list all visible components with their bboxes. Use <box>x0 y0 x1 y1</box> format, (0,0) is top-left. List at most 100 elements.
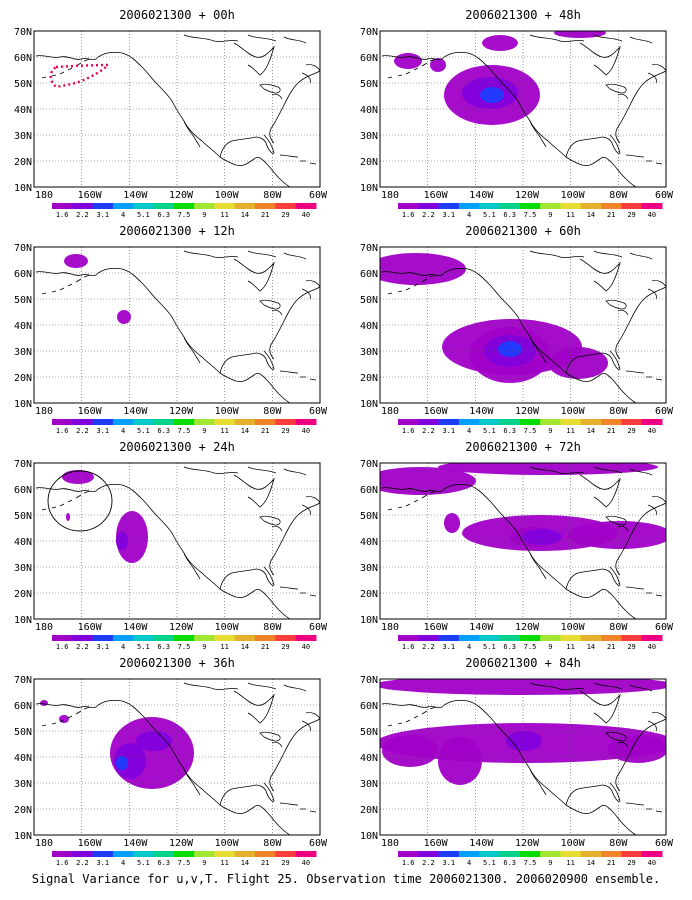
panel-title: 2006021300 + 00h <box>119 8 235 22</box>
lon-label: 160W <box>424 622 449 633</box>
colorbar-swatch <box>133 419 155 425</box>
colorbar-swatch <box>153 851 175 857</box>
lat-label: 60N <box>360 53 378 64</box>
colorbar-swatch <box>580 419 602 425</box>
lat-label: 30N <box>14 563 32 574</box>
lat-label: 70N <box>360 243 378 254</box>
lon-label: 60W <box>655 838 674 849</box>
lon-label: 80W <box>263 406 282 417</box>
map-content <box>380 31 666 187</box>
colorbar-swatch <box>92 203 114 209</box>
colorbar-swatch <box>418 851 440 857</box>
lon-label: 100W <box>561 838 586 849</box>
colorbar-label: 40 <box>648 643 656 651</box>
colorbar-swatch <box>560 203 582 209</box>
colorbar-label: 14 <box>241 859 249 867</box>
colorbar-label: 2.2 <box>422 427 435 435</box>
colorbar-label: 6.3 <box>157 211 170 219</box>
colorbar-label: 11 <box>220 211 228 219</box>
colorbar-label: 11 <box>566 859 574 867</box>
colorbar-label: 9 <box>202 859 206 867</box>
colorbar-swatch <box>275 635 297 641</box>
lon-label: 180 <box>35 622 53 633</box>
lon-label: 140W <box>469 838 494 849</box>
colorbar-swatch <box>133 203 155 209</box>
colorbar-swatch <box>519 851 541 857</box>
lon-label: 80W <box>609 622 628 633</box>
colorbar-swatch <box>641 419 663 425</box>
lat-label: 30N <box>360 131 378 142</box>
lon-label: 160W <box>78 406 103 417</box>
colorbar-swatch <box>560 851 582 857</box>
variance-contour <box>482 35 518 51</box>
colorbar-label: 5.1 <box>483 211 496 219</box>
lon-label: 160W <box>78 622 103 633</box>
colorbar-swatch <box>255 419 276 425</box>
colorbar-swatch <box>173 203 195 209</box>
colorbar-label: 40 <box>648 859 656 867</box>
colorbar-swatch <box>479 203 501 209</box>
colorbar-swatch <box>479 635 501 641</box>
lat-label: 70N <box>14 243 32 254</box>
colorbar-swatch <box>173 635 195 641</box>
lat-label: 70N <box>14 27 32 38</box>
colorbar-swatch <box>519 635 541 641</box>
colorbar-swatch <box>438 419 460 425</box>
colorbar-label: 29 <box>627 211 635 219</box>
colorbar-label: 14 <box>587 211 595 219</box>
colorbar-label: 40 <box>302 859 310 867</box>
lon-label: 160W <box>424 838 449 849</box>
lat-label: 60N <box>14 269 32 280</box>
colorbar-label: 21 <box>261 211 269 219</box>
colorbar-swatch <box>458 419 480 425</box>
colorbar-swatch <box>194 419 215 425</box>
colorbar-swatch <box>418 635 440 641</box>
figure-caption: Signal Variance for u,v,T. Flight 25. Ob… <box>31 872 661 886</box>
lat-label: 40N <box>14 105 32 116</box>
colorbar-label: 5.1 <box>483 643 496 651</box>
variance-contour <box>136 731 172 751</box>
lat-label: 40N <box>360 321 378 332</box>
lon-label: 100W <box>215 622 240 633</box>
lat-label: 40N <box>14 753 32 764</box>
lat-label: 20N <box>360 373 378 384</box>
colorbar-label: 7.5 <box>524 211 537 219</box>
colorbar-label: 1.6 <box>402 643 415 651</box>
colorbar-swatch <box>540 419 561 425</box>
lon-label: 140W <box>123 406 148 417</box>
lat-label: 10N <box>360 615 378 626</box>
colorbar-label: 7.5 <box>178 211 191 219</box>
colorbar-swatch <box>92 851 114 857</box>
lat-label: 30N <box>14 131 32 142</box>
map-panel: 2006021300 + 24h 10N 20N 30N 40N 50N 60N 70N 180… <box>14 440 328 651</box>
lat-label: 40N <box>360 753 378 764</box>
colorbar-swatch <box>255 635 276 641</box>
colorbar-swatch <box>621 419 643 425</box>
variance-contour <box>62 470 94 484</box>
lat-label: 30N <box>14 779 32 790</box>
colorbar-swatch <box>72 419 94 425</box>
colorbar-swatch <box>519 419 541 425</box>
colorbar-swatch <box>580 851 602 857</box>
lat-label: 20N <box>360 805 378 816</box>
variance-contour <box>498 341 522 357</box>
lon-label: 140W <box>123 622 148 633</box>
lon-label: 120W <box>515 406 540 417</box>
variance-contour <box>116 511 148 563</box>
lon-label: 60W <box>309 190 328 201</box>
colorbar-swatch <box>458 851 480 857</box>
colorbar-label: 11 <box>566 211 574 219</box>
variance-contour <box>66 513 70 521</box>
lat-label: 50N <box>14 511 32 522</box>
lat-label: 10N <box>360 399 378 410</box>
colorbar-label: 9 <box>202 211 206 219</box>
colorbar-label: 29 <box>627 643 635 651</box>
colorbar-label: 14 <box>241 211 249 219</box>
colorbar-label: 1.6 <box>56 643 69 651</box>
colorbar-swatch <box>275 419 297 425</box>
colorbar-label: 4 <box>121 643 125 651</box>
colorbar-swatch <box>295 851 317 857</box>
lon-label: 180 <box>381 622 399 633</box>
lon-label: 180 <box>381 190 399 201</box>
colorbar-swatch <box>173 419 195 425</box>
